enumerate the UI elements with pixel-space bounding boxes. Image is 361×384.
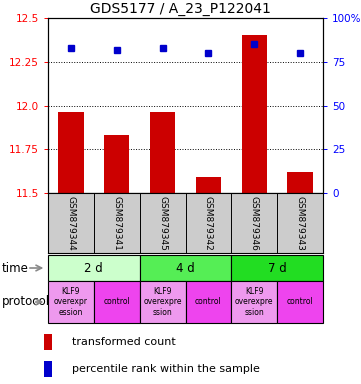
Bar: [231, 255, 323, 281]
Bar: [242, 35, 267, 193]
Text: GSM879341: GSM879341: [112, 195, 121, 250]
Bar: [287, 172, 313, 193]
Bar: [231, 281, 277, 323]
Bar: [48, 281, 94, 323]
Bar: [186, 281, 231, 323]
Text: KLF9
overexpr
ession: KLF9 overexpr ession: [54, 287, 88, 317]
Bar: [277, 281, 323, 323]
Text: control: control: [287, 298, 313, 306]
Text: GSM879345: GSM879345: [158, 195, 167, 250]
Bar: [140, 281, 186, 323]
Bar: [44, 361, 52, 377]
Text: GSM879344: GSM879344: [66, 195, 75, 250]
Text: transformed count: transformed count: [72, 337, 176, 347]
Bar: [104, 135, 129, 193]
Text: percentile rank within the sample: percentile rank within the sample: [72, 364, 260, 374]
Bar: [44, 334, 52, 350]
Text: 7 d: 7 d: [268, 262, 287, 275]
Text: GSM879346: GSM879346: [250, 195, 259, 250]
Text: control: control: [195, 298, 222, 306]
Text: GSM879342: GSM879342: [204, 195, 213, 250]
Bar: [58, 113, 83, 193]
Text: GSM879343: GSM879343: [296, 195, 305, 250]
Text: GDS5177 / A_23_P122041: GDS5177 / A_23_P122041: [90, 2, 271, 16]
Text: KLF9
overexpre
ssion: KLF9 overexpre ssion: [143, 287, 182, 317]
Text: time: time: [2, 262, 29, 275]
Bar: [196, 177, 221, 193]
Bar: [150, 113, 175, 193]
Text: 4 d: 4 d: [176, 262, 195, 275]
Bar: [48, 255, 140, 281]
Text: protocol: protocol: [2, 296, 50, 308]
Bar: [94, 281, 140, 323]
Text: control: control: [103, 298, 130, 306]
Text: 2 d: 2 d: [84, 262, 103, 275]
Text: KLF9
overexpre
ssion: KLF9 overexpre ssion: [235, 287, 274, 317]
Bar: [140, 255, 231, 281]
